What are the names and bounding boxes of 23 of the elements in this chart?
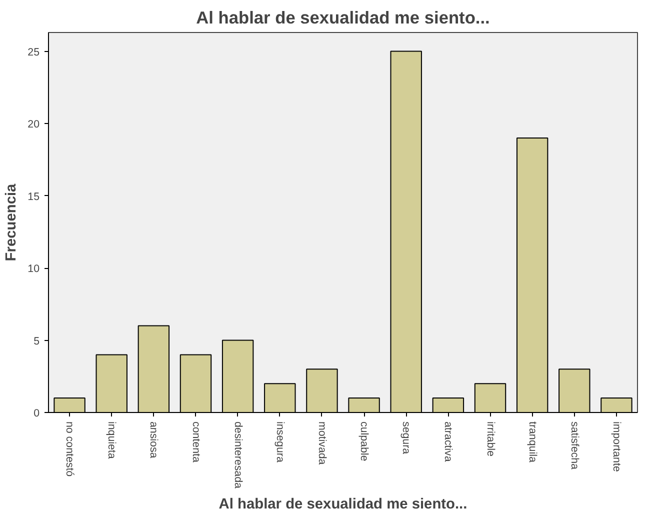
x-tick-label: no contestó — [64, 422, 76, 477]
chart-title: Al hablar de sexualidad me siento... — [196, 8, 490, 28]
x-tick-label: tranquila — [526, 422, 538, 462]
x-tick-label: desinteresada — [232, 422, 244, 489]
x-tick-label: atractiva — [442, 422, 454, 462]
y-tick-label: 25 — [28, 46, 40, 58]
y-axis-title: Frecuencia — [4, 182, 20, 262]
y-tick-label: 10 — [28, 263, 40, 276]
y-tick-label: 0 — [34, 408, 40, 420]
x-tick-label: ansiosa — [148, 422, 160, 458]
x-axis-title: Al hablar de sexualidad me siento... — [218, 496, 468, 512]
y-tick-label: 20 — [28, 118, 40, 131]
x-tick-label: insegura — [274, 422, 286, 462]
x-tick-label: motivada — [316, 422, 328, 465]
x-tick-label: contenta — [190, 422, 202, 462]
x-tick-label: importante — [610, 422, 622, 472]
x-tick-label: segura — [400, 422, 412, 454]
y-tick-label: 5 — [34, 335, 40, 348]
x-tick-label: irritable — [484, 422, 496, 457]
y-tick-label: 15 — [28, 190, 40, 203]
x-tick-label: inquieta — [106, 422, 118, 459]
x-tick-label: culpable — [358, 422, 370, 462]
x-tick-label: satisfecha — [568, 422, 580, 470]
